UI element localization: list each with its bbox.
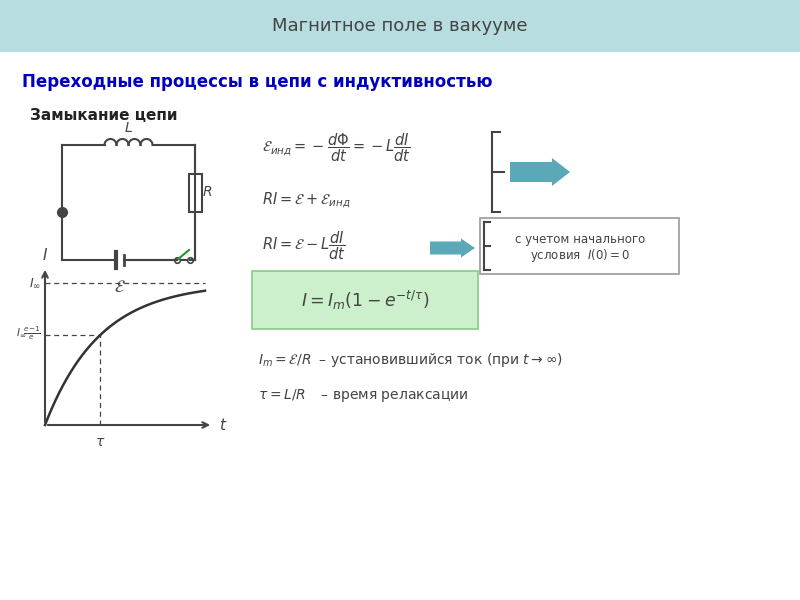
Text: $L$: $L$ [124,121,133,135]
Text: $RI = \mathcal{E} + \mathcal{E}_{\mathit{инд}}$: $RI = \mathcal{E} + \mathcal{E}_{\mathit… [262,190,350,210]
Text: $R$: $R$ [202,185,212,199]
FancyBboxPatch shape [252,271,478,329]
Text: $I$: $I$ [42,247,48,263]
Text: $I_m = \mathcal{E}/R\;$ – установившийся ток (при $t \to \infty$): $I_m = \mathcal{E}/R\;$ – установившийся… [258,351,563,369]
Text: $\tau$: $\tau$ [94,435,106,449]
Text: $\mathcal{E}_{\mathit{инд}} = -\dfrac{d\Phi}{dt} = -L\dfrac{dI}{dt}$: $\mathcal{E}_{\mathit{инд}} = -\dfrac{d\… [262,132,411,164]
Text: $I = I_m(1 - e^{-t/\tau})$: $I = I_m(1 - e^{-t/\tau})$ [301,289,430,311]
Text: $I_\infty\!\frac{e{-}1}{e}$: $I_\infty\!\frac{e{-}1}{e}$ [16,325,41,342]
Text: Переходные процессы в цепи с индуктивностью: Переходные процессы в цепи с индуктивнос… [22,73,493,91]
Text: Замыкание цепи: Замыкание цепи [30,107,178,122]
Text: Магнитное поле в вакууме: Магнитное поле в вакууме [272,17,528,35]
Bar [189,173,202,211]
Text: $t$: $t$ [219,417,227,433]
FancyBboxPatch shape [480,218,679,274]
Text: с учетом начального: с учетом начального [515,233,645,247]
Text: $RI = \mathcal{E} - L\dfrac{dI}{dt}$: $RI = \mathcal{E} - L\dfrac{dI}{dt}$ [262,230,346,262]
Bar [0,0,800,52]
Text: условия  $I(0) = 0$: условия $I(0) = 0$ [530,247,630,265]
Text: $\mathcal{E}$: $\mathcal{E}$ [114,278,126,296]
Text: $I_\infty$: $I_\infty$ [29,277,41,290]
Text: $\tau = L/R\;\;\;$ – время релаксации: $\tau = L/R\;\;\;$ – время релаксации [258,386,469,403]
FancyArrow shape [510,158,570,186]
FancyArrow shape [430,238,475,257]
